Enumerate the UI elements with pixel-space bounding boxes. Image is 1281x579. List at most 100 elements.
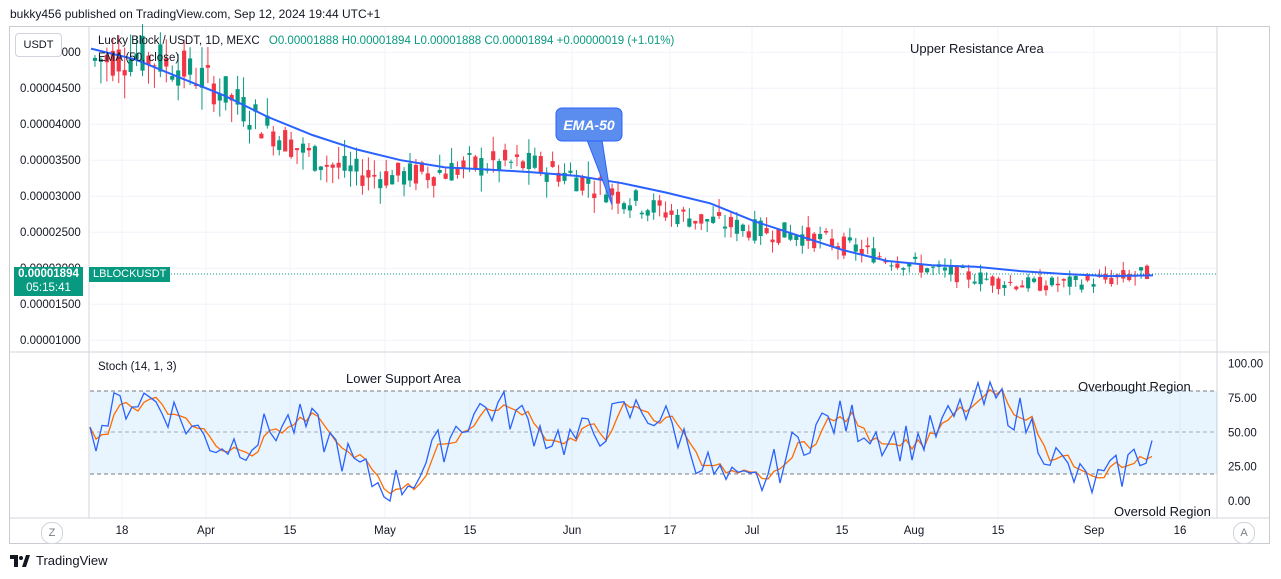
candle-body: [104, 54, 109, 63]
candle: [734, 212, 739, 242]
candle: [259, 132, 264, 139]
candle-body: [396, 162, 401, 176]
candle-body: [788, 232, 793, 240]
candle: [372, 160, 377, 189]
candle-body: [1043, 285, 1049, 291]
candle: [520, 159, 526, 171]
candle: [776, 228, 781, 246]
candle: [823, 228, 829, 235]
candle-body: [253, 104, 258, 112]
ema-callout-label: EMA-50: [563, 117, 615, 133]
candle-body: [847, 237, 852, 241]
price-tick-label: 0.00003500: [20, 155, 81, 167]
time-tick-label: Sep: [1084, 525, 1104, 537]
candle: [110, 38, 115, 82]
candle-body: [425, 173, 430, 181]
candle: [449, 148, 454, 181]
candle-body: [324, 164, 329, 167]
candle: [978, 264, 983, 292]
candle: [871, 236, 876, 264]
candle-body: [966, 271, 971, 280]
candle-body: [443, 173, 448, 179]
candle-body: [907, 263, 912, 267]
candle-body: [384, 171, 389, 186]
time-tick-label: 15: [284, 525, 297, 537]
candle-body: [978, 272, 983, 285]
candle: [1020, 280, 1025, 288]
candle: [330, 162, 335, 184]
time-tick-label: 17: [664, 525, 677, 537]
time-tick-label: Jun: [563, 525, 582, 537]
auto-scale-button[interactable]: A: [1233, 522, 1255, 544]
candle-body: [289, 139, 294, 157]
candle: [485, 163, 490, 174]
candle: [1144, 264, 1150, 280]
candle: [247, 110, 252, 144]
candle: [360, 159, 365, 195]
candle-body: [176, 70, 181, 86]
candle: [782, 222, 787, 238]
candle: [300, 137, 306, 170]
stoch-tick-label: 50.00: [1228, 427, 1257, 439]
candle-body: [681, 209, 686, 212]
candle-body: [187, 58, 193, 75]
timezone-button[interactable]: Z: [41, 522, 63, 544]
candle: [716, 199, 722, 220]
candle-body: [199, 67, 205, 88]
time-tick-label: Jul: [745, 525, 760, 537]
candle: [663, 201, 668, 221]
candle-body: [467, 153, 472, 155]
candle-body: [818, 233, 823, 240]
time-tick-label: 15: [992, 525, 1005, 537]
candle: [390, 169, 395, 185]
candle: [758, 217, 763, 245]
candle: [925, 267, 930, 274]
candle: [895, 256, 900, 270]
candle-body: [306, 147, 312, 151]
candle-body: [110, 50, 115, 76]
candle-body: [734, 219, 739, 234]
candle-body: [865, 245, 870, 248]
candle: [728, 211, 734, 238]
lower-support-annotation: Lower Support Area: [346, 371, 462, 386]
candle-body: [407, 163, 413, 181]
candle: [413, 158, 419, 191]
candle-body: [366, 170, 371, 178]
candle-body: [312, 146, 317, 171]
candle-body: [134, 53, 139, 60]
candle-body: [895, 263, 900, 268]
candle-body: [158, 44, 163, 72]
candle-body: [562, 172, 567, 181]
candle: [1061, 278, 1066, 288]
candle: [205, 46, 210, 84]
candle: [936, 260, 942, 274]
candle-body: [990, 276, 995, 286]
currency-button[interactable]: USDT: [15, 33, 62, 57]
candle-body: [901, 268, 906, 270]
candle: [859, 239, 864, 263]
candle-body: [419, 162, 424, 172]
candle-body: [913, 256, 918, 259]
candle: [711, 206, 716, 225]
candle-body: [116, 49, 121, 72]
candle-body: [497, 161, 502, 171]
candle: [1032, 276, 1037, 284]
candle: [877, 252, 882, 259]
candle: [312, 144, 317, 172]
candle: [443, 167, 448, 180]
candle: [919, 254, 924, 278]
candle-body: [948, 266, 953, 275]
candle-body: [925, 268, 930, 273]
candle: [669, 203, 674, 227]
candle-body: [568, 170, 573, 173]
candle-body: [1037, 277, 1043, 291]
candle: [610, 183, 615, 210]
candle: [853, 237, 858, 261]
candle-body: [520, 161, 526, 169]
candle-body: [449, 162, 454, 181]
candle-body: [770, 239, 775, 243]
candle-body: [722, 226, 728, 229]
candle: [396, 162, 401, 182]
time-tick-label: 18: [116, 525, 129, 537]
